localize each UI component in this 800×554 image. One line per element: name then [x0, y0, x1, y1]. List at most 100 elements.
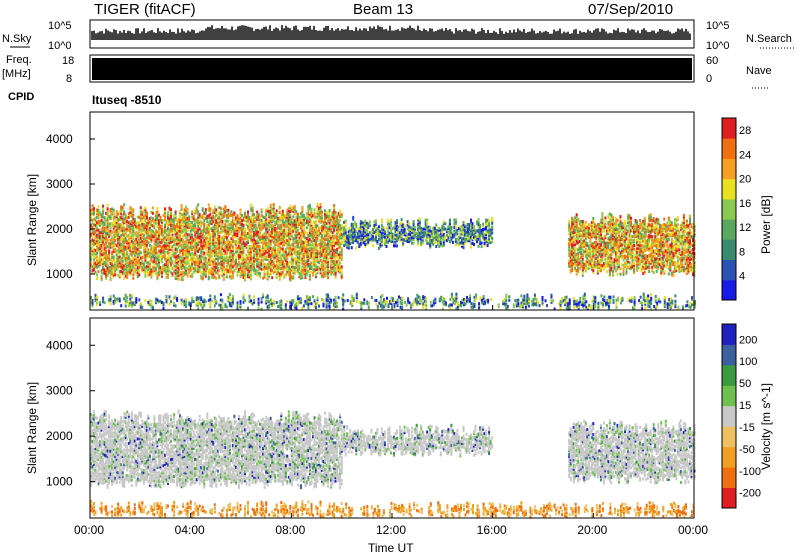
data-cell: [251, 240, 254, 244]
data-cell: [333, 207, 336, 211]
data-cell: [367, 222, 370, 226]
data-cell: [228, 269, 231, 273]
data-cell: [408, 229, 411, 233]
data-cell: [91, 251, 94, 255]
data-cell: [339, 225, 342, 229]
data-cell: [414, 227, 417, 231]
data-cell: [334, 268, 337, 272]
data-cell: [420, 241, 423, 245]
data-cell: [253, 252, 256, 256]
data-cell: [259, 248, 262, 252]
data-cell: [233, 220, 236, 224]
data-cell: [295, 224, 298, 228]
data-cell: [168, 246, 171, 250]
data-cell: [341, 241, 344, 245]
data-cell: [281, 211, 284, 215]
data-cell: [313, 246, 316, 250]
data-cell: [293, 271, 296, 275]
data-cell: [295, 251, 298, 255]
data-cell: [168, 255, 171, 259]
data-cell: [263, 270, 266, 274]
data-cell: [102, 262, 105, 266]
data-cell: [94, 223, 97, 227]
data-cell: [298, 217, 301, 221]
data-cell: [194, 234, 197, 238]
data-cell: [438, 236, 441, 239]
data-cell: [301, 258, 304, 262]
data-cell: [485, 218, 488, 222]
data-cell: [168, 240, 171, 244]
data-cell: [111, 261, 114, 265]
data-cell: [154, 272, 157, 276]
data-cell: [192, 245, 195, 249]
data-cell: [233, 213, 236, 217]
data-cell: [158, 235, 160, 239]
data-cell: [418, 224, 421, 228]
data-cell: [225, 235, 228, 239]
data-cell: [224, 235, 227, 239]
data-cell: [253, 214, 256, 218]
data-cell: [284, 257, 287, 261]
data-cell: [253, 243, 256, 247]
data-cell: [453, 222, 456, 226]
data-cell: [171, 266, 174, 270]
data-cell: [133, 223, 136, 227]
data-cell: [380, 241, 383, 245]
data-cell: [173, 242, 176, 246]
data-cell: [222, 214, 225, 218]
data-cell: [265, 209, 268, 213]
data-cell: [145, 213, 148, 216]
data-cell: [470, 236, 472, 240]
data-cell: [195, 263, 198, 267]
data-cell: [167, 272, 169, 276]
data-cell: [106, 239, 109, 243]
data-cell: [97, 234, 100, 238]
data-cell: [479, 229, 482, 233]
data-cell: [201, 266, 204, 270]
data-cell: [121, 229, 124, 233]
data-cell: [158, 238, 160, 242]
data-cell: [290, 257, 293, 261]
data-cell: [173, 239, 176, 243]
data-cell: [340, 256, 343, 260]
data-cell: [412, 225, 415, 229]
data-cell: [385, 245, 388, 248]
data-cell: [154, 257, 157, 261]
data-cell: [158, 226, 160, 230]
data-cell: [215, 262, 218, 266]
data-cell: [292, 244, 295, 248]
data-cell: [224, 259, 227, 263]
data-cell: [218, 256, 221, 260]
data-cell: [330, 272, 333, 276]
data-cell: [206, 225, 209, 229]
data-cell: [361, 232, 364, 236]
data-cell: [290, 225, 293, 229]
data-cell: [411, 230, 414, 234]
data-cell: [465, 234, 468, 238]
data-cell: [216, 247, 219, 250]
data-cell: [225, 208, 228, 212]
data-cell: [239, 271, 242, 275]
data-cell: [380, 239, 383, 243]
data-cell: [209, 263, 212, 267]
data-cell: [151, 231, 154, 235]
data-cell: [198, 213, 201, 217]
data-cell: [197, 250, 200, 254]
data-cell: [138, 241, 141, 244]
data-cell: [257, 216, 260, 220]
data-cell: [238, 268, 240, 271]
data-cell: [167, 225, 169, 229]
data-cell: [284, 222, 287, 226]
data-cell: [93, 210, 95, 214]
data-cell: [310, 243, 313, 247]
data-cell: [103, 228, 106, 232]
data-cell: [290, 264, 293, 268]
data-cell: [102, 235, 105, 239]
data-cell: [302, 232, 305, 236]
data-cell: [120, 208, 123, 212]
data-cell: [167, 243, 169, 247]
data-cell: [118, 223, 121, 227]
data-cell: [106, 216, 109, 220]
data-cell: [333, 213, 336, 217]
data-cell: [257, 264, 260, 268]
